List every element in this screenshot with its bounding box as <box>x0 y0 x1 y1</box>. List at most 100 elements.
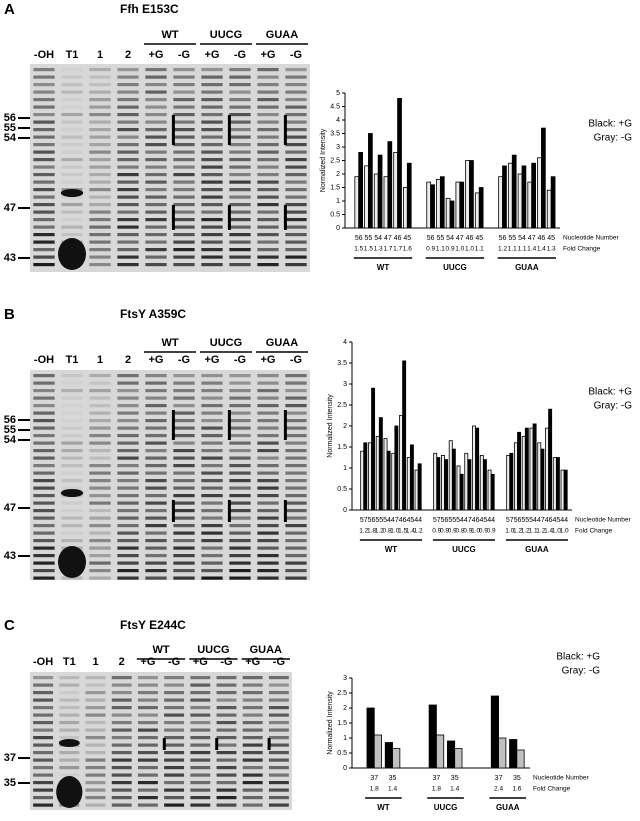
gel-band <box>145 150 167 154</box>
gel-band <box>61 203 83 207</box>
gel-band <box>201 143 223 147</box>
gel-band <box>242 796 263 800</box>
gel-band <box>173 456 195 460</box>
fold-change: 1.2 <box>359 528 368 535</box>
gel-band <box>257 233 279 237</box>
gel-band <box>33 128 55 132</box>
gel-band <box>145 389 167 393</box>
gel-band <box>117 426 139 430</box>
y-tick-label: 0.5 <box>330 211 340 218</box>
gel-band <box>61 464 83 468</box>
group-label: UUCG <box>452 545 476 554</box>
gel-band <box>201 524 223 528</box>
gel-band <box>89 248 111 252</box>
gel-band <box>229 494 251 498</box>
bar <box>474 192 480 229</box>
gel-band <box>33 83 55 87</box>
gel-band <box>33 494 55 498</box>
fold-change: 1.0 <box>552 528 561 535</box>
x-tick-label: 56 <box>514 517 522 524</box>
gel-band <box>117 464 139 468</box>
lane-label: +G <box>245 656 260 668</box>
panel-title: Ffh E153C <box>120 2 179 16</box>
bar <box>459 473 464 511</box>
gel-band <box>201 389 223 393</box>
gel-band <box>285 143 307 147</box>
fold-change: 1.6 <box>403 246 412 253</box>
gel-band <box>33 374 55 378</box>
bar <box>516 749 525 769</box>
gel-band <box>145 195 167 199</box>
gel-band <box>145 203 167 207</box>
gel-band <box>33 434 55 438</box>
gel-band <box>285 554 307 558</box>
gel-band <box>229 464 251 468</box>
fold-change: 2.4 <box>494 786 503 793</box>
x-tick-label: 54 <box>383 517 391 524</box>
lane-label: T1 <box>63 656 76 668</box>
gel-band <box>137 781 158 785</box>
gel-band <box>111 691 132 695</box>
lane-label: -G <box>178 354 190 366</box>
gel-band <box>216 698 237 702</box>
bar <box>371 387 376 511</box>
fold-label: Fold Change <box>575 528 613 535</box>
gel-band <box>173 180 195 184</box>
gel-band <box>145 240 167 244</box>
bar <box>387 141 393 229</box>
gel-band <box>33 426 55 430</box>
gel-band <box>117 419 139 423</box>
lane-label: -G <box>290 49 302 61</box>
gel-band <box>229 471 251 475</box>
gel-band <box>89 158 111 162</box>
gel-band <box>173 389 195 393</box>
gel-band <box>229 479 251 483</box>
gel-band <box>33 396 55 400</box>
fold-change: 1.2 <box>498 246 507 253</box>
gel-band <box>117 195 139 199</box>
gel-band <box>89 426 111 430</box>
gel-band <box>145 218 167 222</box>
fold-change: 0.8 <box>383 528 392 535</box>
fold-change: 1.0 <box>390 528 399 535</box>
gel-band <box>111 713 132 717</box>
gel-band <box>216 676 237 680</box>
gel-band <box>216 721 237 725</box>
lane-label: +G <box>193 656 208 668</box>
gel-band <box>285 426 307 430</box>
legend-entry: Black: +G <box>588 119 632 130</box>
gel-band <box>285 188 307 192</box>
gel-band <box>268 706 289 710</box>
gel-band <box>145 419 167 423</box>
y-tick-label: 0.5 <box>337 486 347 493</box>
gel-band <box>229 203 251 207</box>
gel-band <box>173 233 195 237</box>
gel-band <box>89 396 111 400</box>
gel-band <box>201 516 223 520</box>
y-tick-label: 2 <box>336 171 340 178</box>
x-tick-label: 45 <box>552 517 560 524</box>
gel-band <box>173 203 195 207</box>
y-tick-label: 0 <box>343 765 347 772</box>
gel-band <box>61 441 83 445</box>
gel-band <box>33 561 55 565</box>
lane-label: 1 <box>97 49 103 61</box>
gel-band <box>61 135 83 139</box>
gel-band <box>89 576 111 580</box>
gel-band <box>173 471 195 475</box>
fold-change: 1.8 <box>432 786 441 793</box>
gel-band <box>33 479 55 483</box>
gel-band <box>242 766 263 770</box>
gel-band <box>257 486 279 490</box>
gel-band <box>285 576 307 580</box>
gel-band <box>257 165 279 169</box>
gel-band <box>145 128 167 132</box>
gel-band <box>85 796 106 800</box>
gel-band <box>117 389 139 393</box>
y-tick-label: 1.5 <box>337 720 347 727</box>
gel-band <box>173 569 195 573</box>
y-tick-label: 1.5 <box>337 444 347 451</box>
gel-band <box>257 426 279 430</box>
gel-band <box>89 374 111 378</box>
bar <box>541 127 546 229</box>
